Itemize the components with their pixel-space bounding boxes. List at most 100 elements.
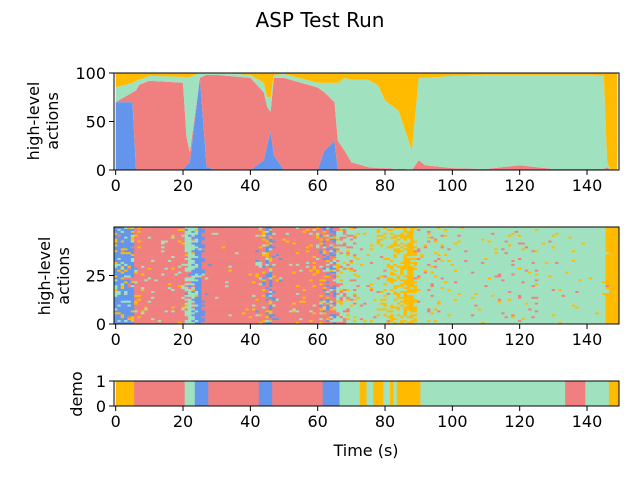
sample-cell — [231, 248, 236, 251]
sample-cell — [282, 254, 286, 257]
sample-cell — [285, 308, 290, 311]
sample-cell — [417, 322, 421, 325]
sample-cell — [299, 287, 303, 290]
sample-cell — [356, 244, 361, 247]
sample-cell — [235, 310, 239, 313]
sample-cell — [221, 304, 226, 307]
sample-cell — [292, 287, 297, 290]
sample-cell — [147, 289, 152, 292]
sample-cell — [427, 312, 431, 315]
sample-cell — [417, 277, 421, 280]
sample-cell — [167, 236, 172, 239]
sample-cell — [184, 287, 189, 290]
sample-cell — [359, 281, 364, 284]
sample-cell — [427, 258, 431, 261]
sample-cell — [272, 316, 276, 319]
sample-cell — [215, 254, 219, 257]
sample-cell — [379, 238, 384, 241]
sample-cell — [322, 304, 327, 307]
sample-cell — [430, 267, 435, 270]
sample-cell — [204, 263, 209, 267]
sample-cell — [194, 304, 199, 307]
sample-cell — [134, 322, 138, 325]
sample-cell — [151, 298, 155, 302]
sample-cell — [433, 228, 438, 232]
sample-cell — [134, 248, 138, 251]
sample-cell — [265, 271, 270, 274]
sample-cell — [302, 248, 307, 251]
sample-cell — [443, 254, 448, 257]
sample-cell — [285, 267, 290, 270]
sample-cell — [309, 291, 313, 294]
sample-cell — [363, 261, 367, 265]
sample-cell — [319, 273, 324, 276]
sample-cell — [289, 292, 293, 296]
sample-cell — [181, 258, 185, 261]
sample-cell — [188, 308, 192, 311]
sample-cell — [120, 277, 125, 280]
sample-cell — [322, 306, 327, 309]
sample-cell — [390, 254, 394, 257]
sample-cell — [322, 283, 327, 286]
sample-cell — [245, 238, 249, 241]
sample-cell — [275, 314, 280, 317]
sample-cell — [218, 256, 223, 259]
sample-cell — [157, 254, 162, 257]
sample-cell — [282, 285, 286, 288]
sample-cell — [332, 261, 337, 265]
sample-cell — [423, 302, 428, 305]
sample-cell — [373, 230, 377, 234]
sample-cell — [120, 256, 125, 259]
sample-cell — [238, 227, 243, 230]
sample-cell — [278, 236, 283, 239]
sample-cell — [161, 242, 165, 245]
sample-cell — [282, 240, 286, 243]
sample-cell — [302, 269, 307, 272]
sample-cell — [319, 304, 324, 307]
sample-cell — [161, 287, 165, 290]
sample-cell — [369, 240, 374, 243]
sample-cell — [278, 300, 283, 303]
sample-cell — [194, 277, 199, 280]
sample-cell — [184, 300, 189, 303]
sample-cell — [406, 227, 411, 230]
sample-cell — [137, 289, 142, 292]
sample-cell — [433, 238, 438, 241]
sample-cell — [342, 244, 347, 247]
sample-cell — [174, 306, 179, 309]
sample-cell — [164, 281, 169, 284]
sample-cell — [295, 227, 300, 230]
sample-cell — [201, 258, 206, 261]
sample-cell — [406, 302, 411, 305]
sample-cell — [228, 238, 233, 241]
sample-cell — [386, 258, 391, 261]
sample-cell — [114, 228, 118, 232]
sample-cell — [208, 275, 212, 278]
sample-cell — [140, 283, 145, 286]
sample-cell — [447, 244, 451, 247]
sample-cell — [140, 273, 145, 276]
sample-cell — [379, 250, 384, 253]
sample-cell — [440, 240, 445, 243]
sample-cell — [373, 285, 377, 288]
sample-cell — [289, 265, 293, 269]
sample-cell — [147, 273, 152, 276]
sample-cell — [252, 263, 256, 267]
sample-cell — [144, 248, 148, 251]
sample-cell — [379, 296, 384, 300]
sample-cell — [144, 271, 148, 274]
sample-cell — [319, 312, 324, 315]
sample-cell — [241, 269, 246, 272]
sample-cell — [181, 238, 185, 241]
sample-cell — [417, 246, 421, 249]
sample-cell — [353, 263, 357, 267]
sample-cell — [201, 277, 206, 280]
sample-cell — [181, 252, 185, 255]
sample-cell — [356, 285, 361, 288]
sample-cell — [379, 240, 384, 243]
sample-cell — [272, 318, 276, 321]
sample-cell — [272, 248, 276, 251]
sample-cell — [201, 265, 206, 269]
sample-cell — [140, 298, 145, 302]
sample-cell — [299, 227, 303, 230]
